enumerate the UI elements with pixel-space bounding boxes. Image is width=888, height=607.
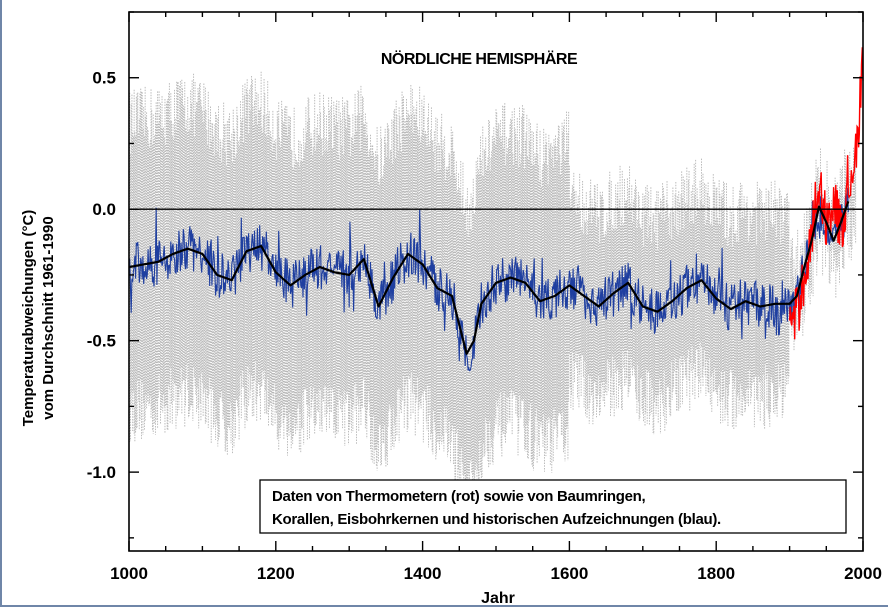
uncertainty-band	[128, 71, 857, 514]
proxy-smoothed-series	[128, 200, 850, 355]
annotation-line-2: Korallen, Eisbohrkernen und historischen…	[272, 511, 721, 528]
y-tick-label: 0.0	[92, 200, 116, 219]
y-tick-label: -1.0	[87, 463, 116, 482]
thermometer-series	[788, 47, 864, 340]
x-tick-label: 2000	[844, 564, 882, 583]
thermometer-line	[788, 47, 864, 340]
annotation-line-1: Daten von Thermometern (rot) sowie von B…	[272, 488, 646, 505]
x-tick-label: 1000	[110, 564, 148, 583]
x-tick-label: 1800	[697, 564, 735, 583]
annotation-box	[259, 479, 847, 534]
proxy-smoothed-line	[128, 200, 850, 355]
x-axis-ticks: 1000 1200 1400 1600 1800 2000	[110, 12, 882, 583]
chart-title: NÖRDLICHE HEMISPHÄRE	[381, 49, 578, 68]
x-tick-label: 1400	[404, 564, 442, 583]
y-axis-ticks: 0.5 0.0 -0.5 -1.0	[87, 11, 863, 539]
legend-annotation: Daten von Thermometern (rot) sowie von B…	[259, 479, 847, 534]
y-axis-label-line-2: vom Durchschnitt 1961-1990	[40, 216, 57, 419]
x-tick-label: 1600	[550, 564, 588, 583]
y-tick-label: 0.5	[92, 69, 116, 88]
y-axis-label-line-1: Temperaturabweichungen (°C)	[20, 210, 37, 427]
x-tick-label: 1200	[257, 564, 295, 583]
y-tick-label: -0.5	[87, 332, 116, 351]
x-axis-label: Jahr	[481, 590, 515, 607]
